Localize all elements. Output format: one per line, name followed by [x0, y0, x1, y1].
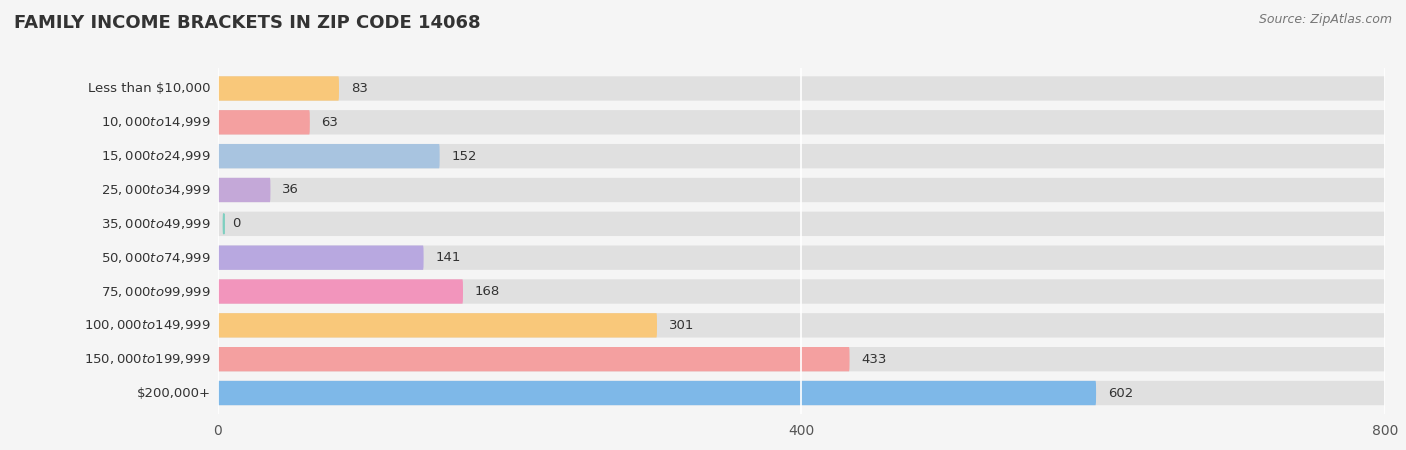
Text: $100,000 to $149,999: $100,000 to $149,999	[84, 318, 211, 333]
Text: $50,000 to $74,999: $50,000 to $74,999	[101, 251, 211, 265]
Text: 83: 83	[350, 82, 367, 95]
Text: 168: 168	[475, 285, 501, 298]
FancyBboxPatch shape	[218, 313, 657, 338]
Text: 141: 141	[436, 251, 461, 264]
Text: 433: 433	[862, 353, 887, 366]
Text: 602: 602	[1108, 387, 1133, 400]
FancyBboxPatch shape	[218, 279, 1385, 304]
Text: FAMILY INCOME BRACKETS IN ZIP CODE 14068: FAMILY INCOME BRACKETS IN ZIP CODE 14068	[14, 14, 481, 32]
Text: $150,000 to $199,999: $150,000 to $199,999	[84, 352, 211, 366]
FancyBboxPatch shape	[218, 347, 849, 371]
Text: 152: 152	[451, 150, 477, 162]
Text: Less than $10,000: Less than $10,000	[89, 82, 211, 95]
FancyBboxPatch shape	[218, 76, 1385, 101]
FancyBboxPatch shape	[218, 381, 1385, 405]
Text: $10,000 to $14,999: $10,000 to $14,999	[101, 115, 211, 129]
FancyBboxPatch shape	[218, 144, 1385, 168]
FancyBboxPatch shape	[218, 178, 1385, 202]
FancyBboxPatch shape	[218, 347, 1385, 371]
Text: $75,000 to $99,999: $75,000 to $99,999	[101, 284, 211, 298]
FancyBboxPatch shape	[218, 178, 270, 202]
Text: $25,000 to $34,999: $25,000 to $34,999	[101, 183, 211, 197]
FancyBboxPatch shape	[218, 76, 339, 101]
FancyBboxPatch shape	[218, 246, 423, 270]
FancyBboxPatch shape	[218, 279, 463, 304]
Text: 36: 36	[283, 184, 299, 197]
FancyBboxPatch shape	[218, 313, 1385, 338]
Text: $200,000+: $200,000+	[136, 387, 211, 400]
Text: Source: ZipAtlas.com: Source: ZipAtlas.com	[1258, 14, 1392, 27]
FancyBboxPatch shape	[218, 246, 1385, 270]
FancyBboxPatch shape	[218, 381, 1097, 405]
FancyBboxPatch shape	[218, 110, 1385, 135]
Text: $35,000 to $49,999: $35,000 to $49,999	[101, 217, 211, 231]
Text: 0: 0	[232, 217, 240, 230]
Text: $15,000 to $24,999: $15,000 to $24,999	[101, 149, 211, 163]
FancyBboxPatch shape	[218, 144, 440, 168]
FancyBboxPatch shape	[218, 212, 1385, 236]
FancyBboxPatch shape	[218, 110, 309, 135]
Text: 301: 301	[669, 319, 695, 332]
Text: 63: 63	[322, 116, 339, 129]
